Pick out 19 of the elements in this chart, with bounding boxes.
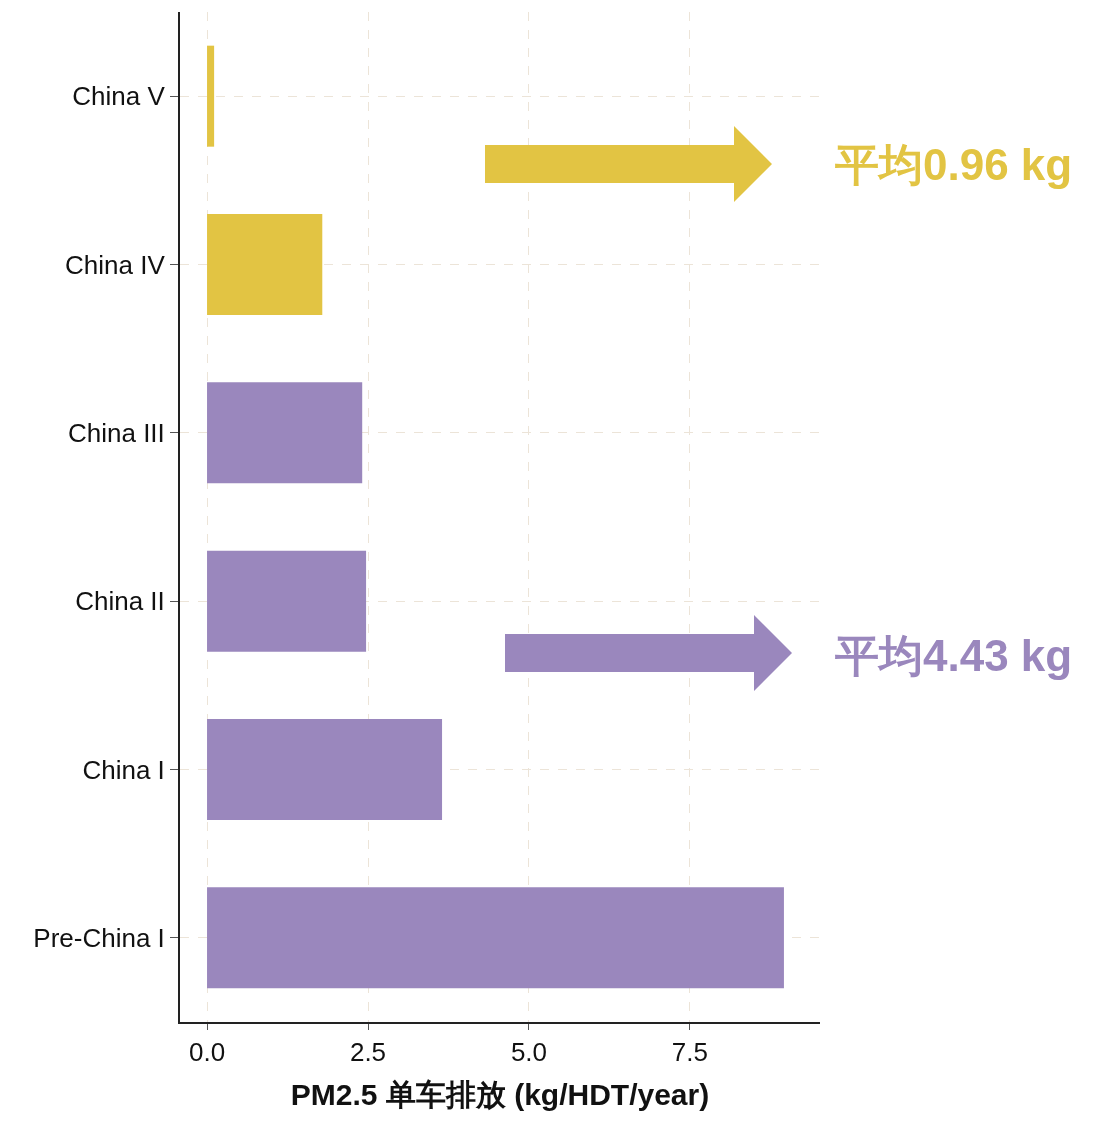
bar bbox=[207, 45, 215, 147]
bar bbox=[207, 719, 443, 820]
bar bbox=[207, 887, 784, 989]
x-tick-label: 7.5 bbox=[671, 1037, 709, 1068]
x-axis-title: PM2.5 单车排放 (kg/HDT/year) bbox=[290, 1078, 710, 1112]
x-tick-label: 0.0 bbox=[188, 1037, 226, 1068]
text: 平均4.43 kg bbox=[835, 631, 1073, 680]
text: 平均0.96 kg bbox=[835, 140, 1073, 189]
y-tick-label: China I bbox=[82, 754, 165, 785]
y-tick-label: China II bbox=[75, 586, 165, 617]
bar bbox=[207, 382, 363, 484]
y-tick-label: Pre-China I bbox=[33, 922, 165, 953]
y-tick-label: China V bbox=[72, 81, 166, 112]
x-tick-label: 5.0 bbox=[510, 1037, 548, 1068]
y-tick-label: China III bbox=[67, 417, 165, 448]
bar bbox=[207, 214, 323, 315]
y-tick-label: China IV bbox=[65, 249, 166, 280]
x-tick-label: 2.5 bbox=[349, 1037, 387, 1068]
bar bbox=[207, 550, 367, 652]
